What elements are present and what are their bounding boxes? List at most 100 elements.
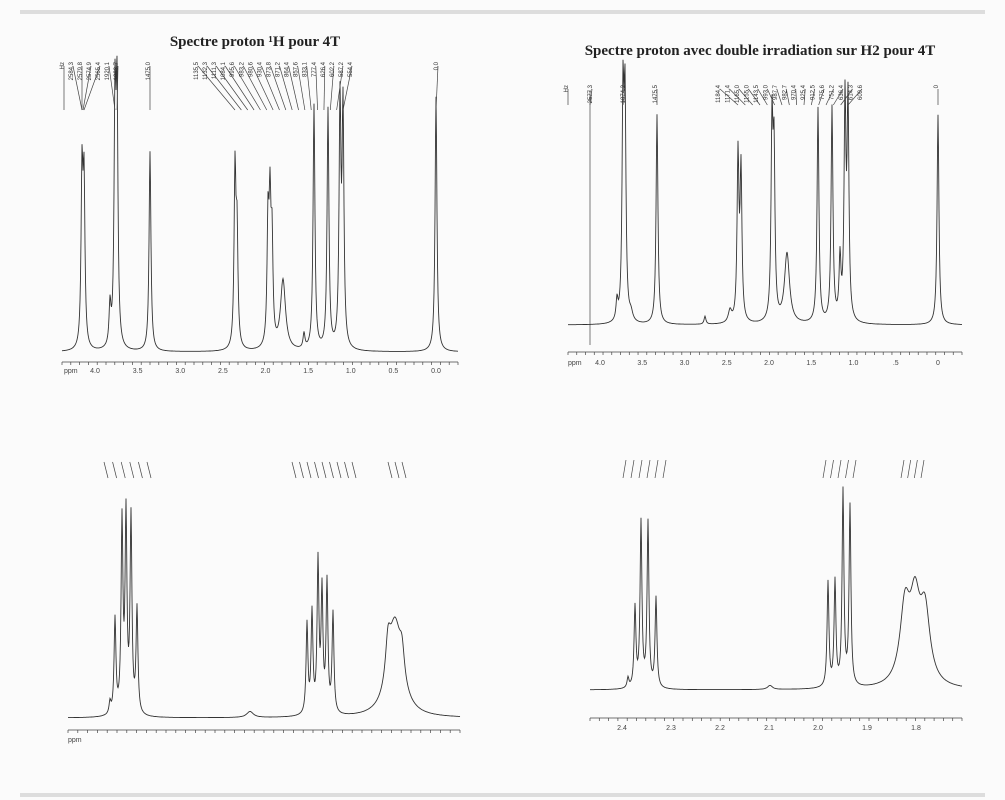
peak-label: 587.2 — [339, 61, 345, 77]
peak-leader — [738, 88, 753, 106]
scan-edge — [20, 793, 985, 797]
peak-leader — [394, 461, 400, 479]
axis-tick-label: 2.0 — [813, 725, 823, 732]
peak-leader — [103, 461, 109, 479]
peak-leader — [242, 65, 268, 111]
peak-leader — [291, 461, 297, 479]
peak-label: 930.4 — [257, 61, 263, 77]
peak-leader — [435, 65, 439, 111]
axis-tick-label: 3.5 — [133, 368, 143, 375]
axis-tick-label: 4.0 — [90, 368, 100, 375]
peak-leader — [321, 461, 327, 479]
peak-label: 1475.0 — [146, 61, 152, 80]
peak-label: 980.6 — [248, 61, 254, 77]
peak-leader — [215, 65, 248, 111]
peak-leader — [767, 88, 775, 106]
peak-leader — [654, 459, 659, 479]
peak-label: 864.4 — [285, 61, 291, 77]
peak-leader — [197, 65, 236, 111]
peak-leader — [138, 461, 143, 479]
peak-leader — [336, 65, 344, 111]
peak-leader — [82, 65, 92, 111]
peak-leader — [818, 88, 825, 106]
peak-leader — [351, 461, 357, 479]
axis-tick-label: 3.0 — [175, 368, 185, 375]
spectrum-trace — [61, 55, 458, 352]
peak-leader — [920, 459, 925, 479]
axis-tick-label: 1.5 — [806, 360, 816, 367]
peak-leader — [323, 65, 326, 111]
peak-label: 1874.2 — [621, 84, 627, 103]
peak-leader — [830, 459, 834, 479]
peak-leader — [116, 65, 119, 111]
peak-leader — [825, 88, 834, 106]
peak-leader — [776, 88, 783, 106]
peak-leader — [837, 459, 842, 479]
peak-leader — [233, 65, 261, 111]
peak-leader — [112, 461, 117, 479]
peak-leader — [662, 459, 667, 479]
axis-tick-label: 4.0 — [595, 360, 605, 367]
peak-label: 636.4 — [839, 84, 845, 100]
peak-leader — [387, 461, 393, 479]
peak-leader — [845, 459, 849, 479]
peak-label: 0 — [934, 84, 940, 88]
peak-leader — [315, 65, 318, 111]
axis-tick-label: 1.8 — [911, 725, 921, 732]
peak-label: 1143.5 — [754, 84, 760, 103]
peak-leader — [72, 65, 83, 111]
peak-label: 982.7 — [782, 84, 788, 100]
peak-label: 1475.5 — [653, 84, 659, 103]
peak-label: Hz — [60, 62, 66, 69]
peak-leader — [342, 65, 353, 111]
axis-tick-label: 0.0 — [431, 368, 441, 375]
peak-leader — [329, 65, 335, 111]
peak-leader — [822, 459, 827, 479]
peak-leader — [261, 65, 280, 111]
axis-tick-label: 3.0 — [680, 360, 690, 367]
peak-leader — [622, 459, 627, 479]
axis-tick-label: 2.0 — [261, 368, 271, 375]
peak-label: 751.2 — [830, 84, 836, 100]
peak-label: 1111.3 — [212, 61, 218, 79]
peak-label: Hz — [564, 85, 570, 92]
axis-tick-label: 0.5 — [389, 368, 399, 375]
peak-leader — [83, 65, 101, 111]
peak-leader — [146, 461, 152, 479]
axis-tick-label: 1.0 — [849, 360, 859, 367]
axis-tick-label: 2.4 — [617, 725, 627, 732]
peak-label: 857.6 — [294, 61, 300, 77]
axis-unit: ppm — [568, 360, 582, 367]
peak-label: 1171.4 — [725, 84, 731, 103]
peak-leader — [900, 459, 905, 479]
axis-tick-label: 2.1 — [764, 725, 774, 732]
axis-tick-label: 1.9 — [862, 725, 872, 732]
peak-label: 925.4 — [801, 84, 807, 100]
peak-leader — [270, 65, 287, 111]
peak-leader — [840, 88, 853, 106]
peak-leader — [847, 88, 863, 106]
peak-label: 0.0 — [434, 61, 440, 70]
peak-leader — [810, 88, 816, 106]
peak-leader — [757, 88, 768, 106]
peak-leader — [279, 65, 293, 111]
peak-label: 993.0 — [763, 84, 769, 100]
axis-tick-label: 1.5 — [303, 368, 313, 375]
peak-label: 873.8 — [266, 61, 272, 77]
axis-tick-label: 2.5 — [722, 360, 732, 367]
peak-label: 833.1 — [303, 61, 309, 77]
peak-leader — [729, 88, 746, 106]
peak-label: 970.4 — [792, 84, 798, 100]
peak-label: 609.6 — [858, 84, 864, 100]
peak-label: 995.6 — [230, 61, 236, 77]
peak-leader — [638, 459, 643, 479]
axis-tick-label: 2.0 — [764, 360, 774, 367]
peak-leader — [120, 461, 126, 479]
peak-leader — [299, 461, 304, 479]
peak-leader — [108, 65, 116, 111]
peak-label: 871.2 — [276, 61, 282, 77]
peak-leader — [622, 88, 626, 106]
peak-label: 987.7 — [773, 84, 779, 100]
